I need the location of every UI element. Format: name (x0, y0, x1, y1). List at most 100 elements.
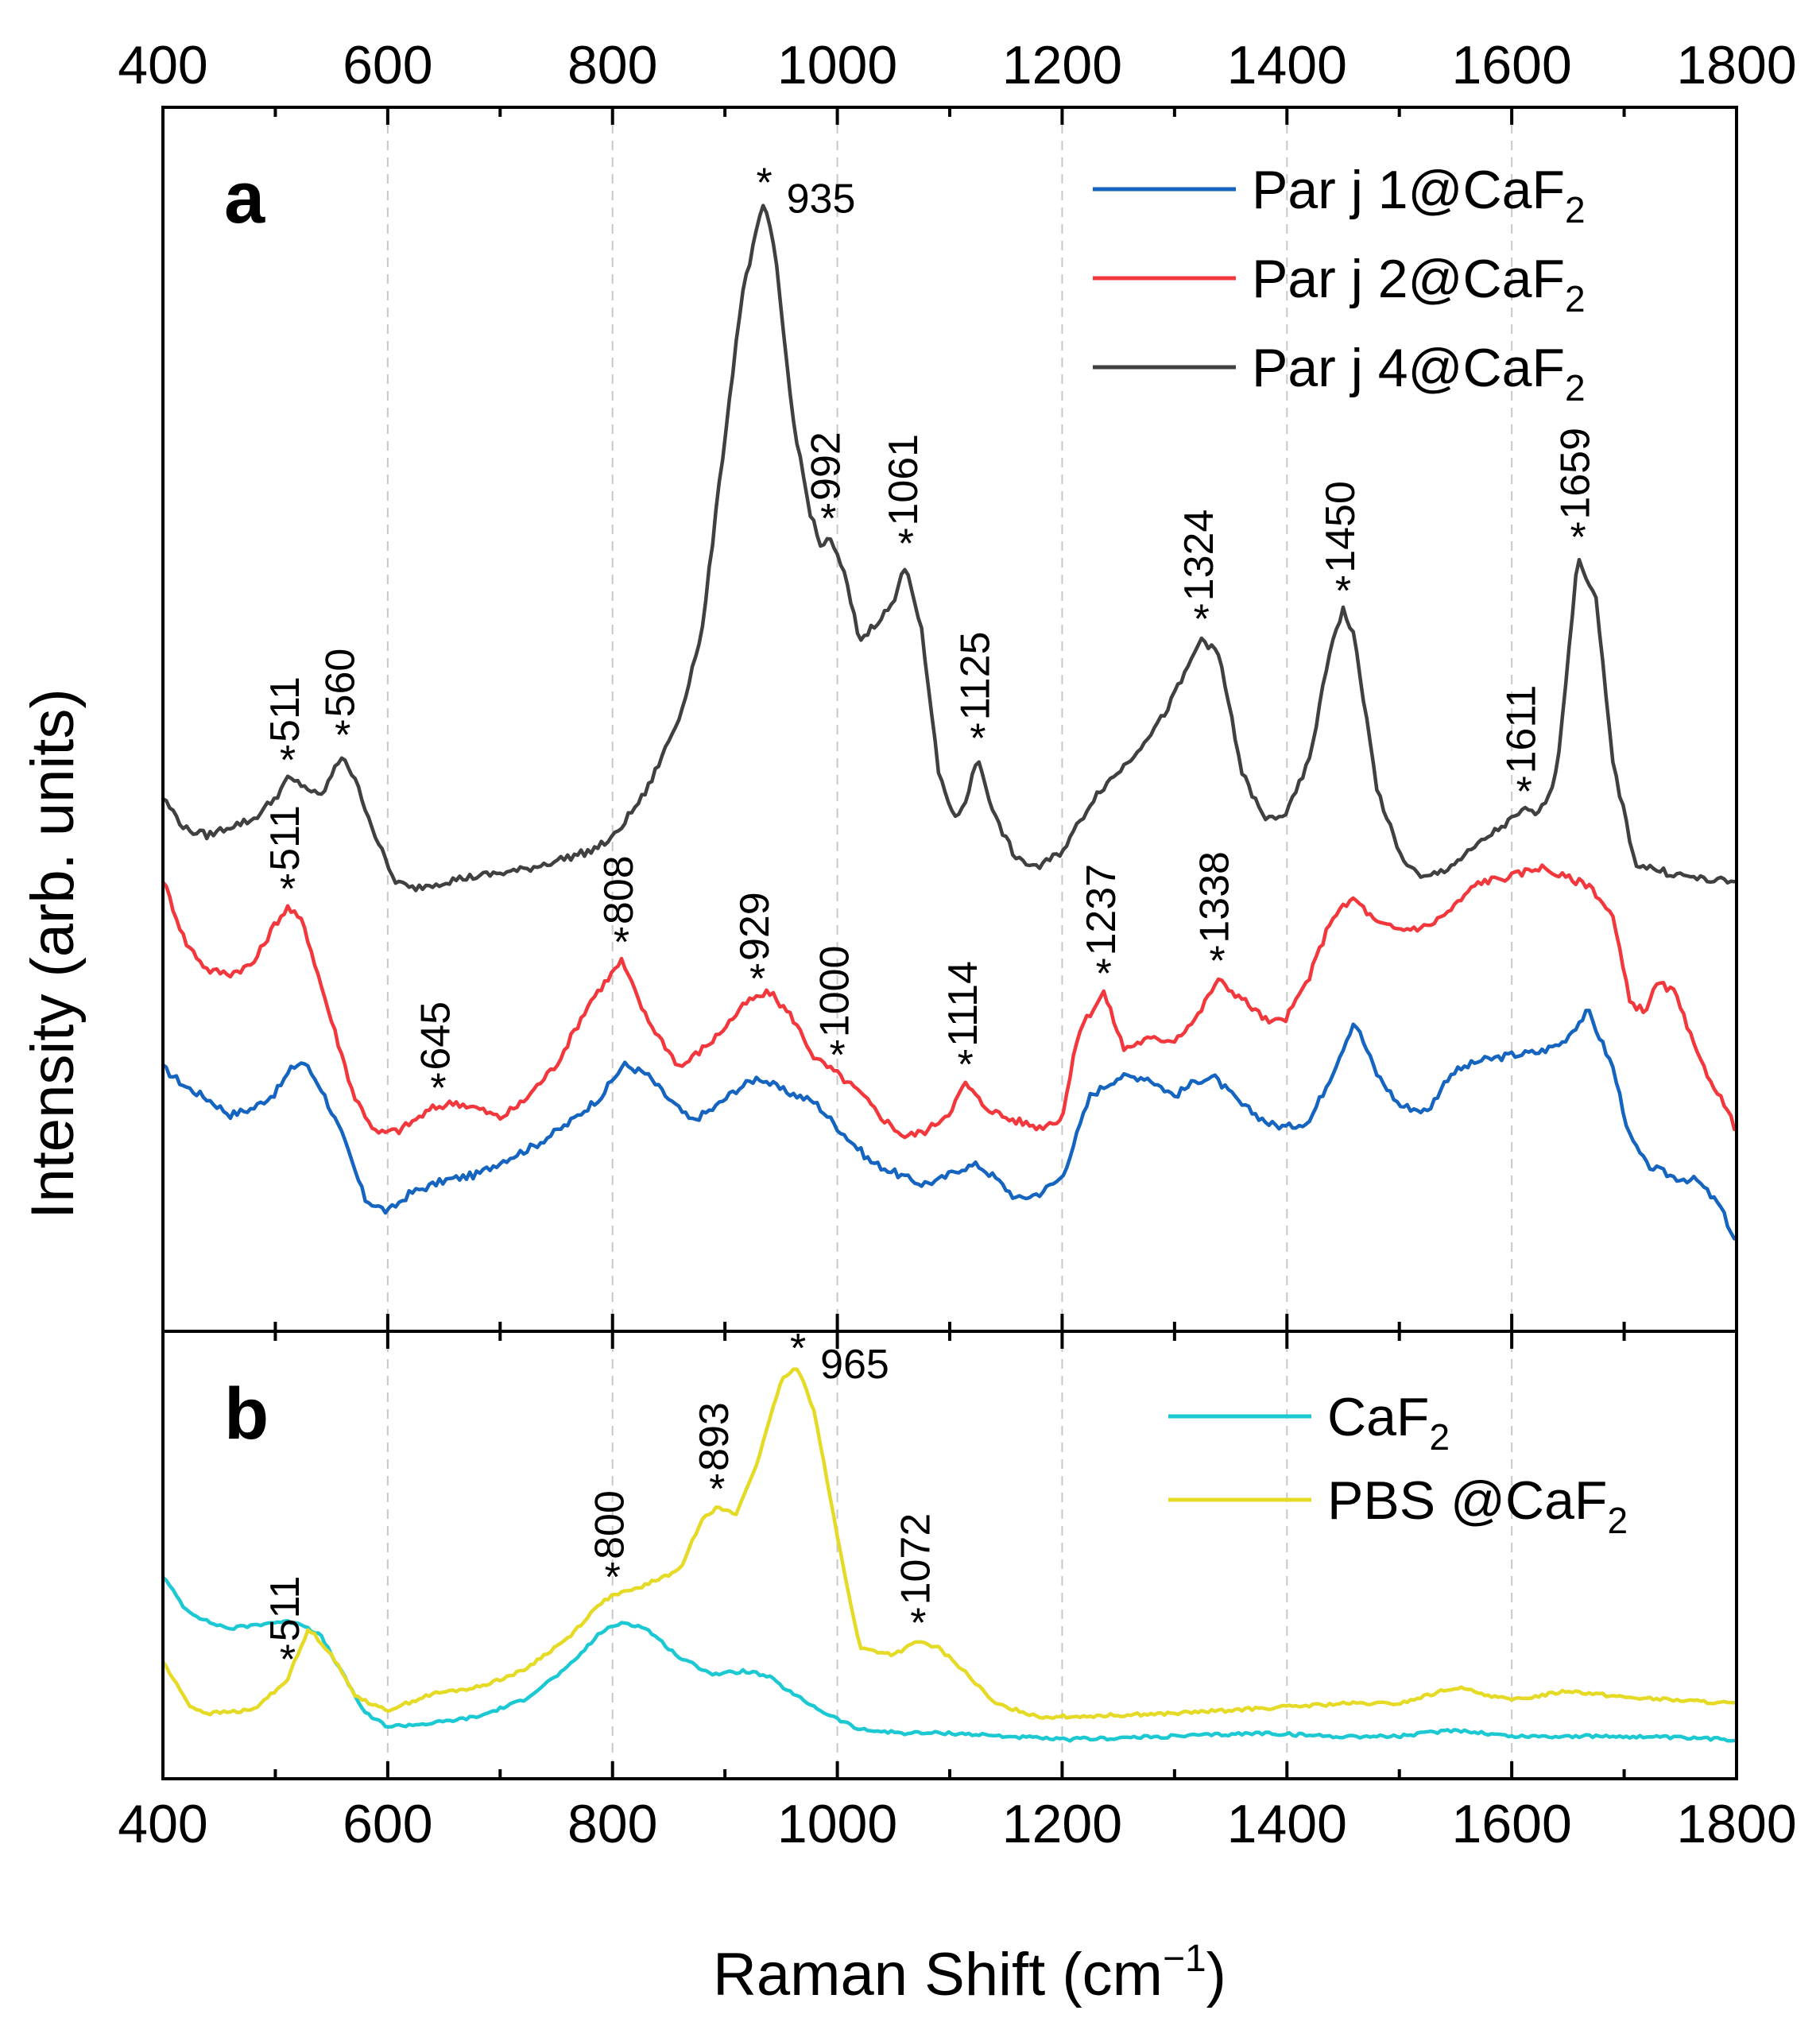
series-line-b-1 (161, 1575, 1737, 1743)
peak-label: 965 (820, 1342, 889, 1388)
peak-label: 929 (732, 892, 778, 961)
peak-marker: * (280, 738, 296, 784)
peak-label: 800 (587, 1490, 633, 1559)
legend-label-main: Par j 1@CaF (1252, 160, 1565, 220)
legend-label: CaF2 (1327, 1387, 1450, 1458)
peak-label: 645 (413, 1001, 459, 1071)
legend-label-sub: 2 (1565, 367, 1586, 409)
tick-layer: 400 400 600 600 800 800 1000 1000 1200 1200 1400 14… (118, 35, 1796, 1854)
legend-label-main: PBS @CaF (1327, 1470, 1607, 1531)
series-line-a-1 (161, 1009, 1737, 1241)
x-axis-title-sup: −1 (1163, 1938, 1206, 1980)
legend-label: Par j 2@CaF2 (1252, 249, 1586, 320)
series-line-a-3 (161, 203, 1737, 893)
peak-annotation-a-511-0: *511 (262, 676, 308, 784)
peak-label: 1338 (1192, 851, 1238, 943)
peak-annotation-a-1237-16: *1237 (1078, 864, 1125, 997)
peak-label: 893 (691, 1402, 738, 1471)
peak-marker: * (335, 712, 350, 758)
peak-annotation-a-1338-17: *1338 (1192, 851, 1238, 985)
panel-b-frame (161, 1330, 1738, 1780)
peak-marker: * (749, 956, 765, 1002)
x-tick-label-bottom-1400: 1400 (1227, 1794, 1347, 1854)
series-line-b-2 (161, 1367, 1737, 1721)
legend-label-main: Par j 2@CaF (1252, 249, 1565, 309)
peak-annotation-a-1125-5: *1125 (952, 632, 998, 762)
peak-annotation-b-800-1: *800 (587, 1490, 633, 1601)
legend-label: Par j 1@CaF2 (1252, 160, 1586, 230)
peak-marker: * (430, 1066, 446, 1112)
peak-annotation-a-511-10: *511 (262, 805, 308, 912)
legend-label-main: Par j 4@CaF (1252, 338, 1565, 398)
peak-annotation-a-1000-14: *1000 (812, 946, 858, 1079)
legend-item-b-2: PBS @CaF2 (1168, 1470, 1628, 1541)
x-tick-label-top-1200: 1200 (1002, 35, 1122, 95)
peak-marker: * (280, 866, 296, 912)
x-tick-label-top-1600: 1600 (1452, 35, 1572, 95)
peak-label: 1324 (1176, 509, 1222, 602)
peak-label: 992 (803, 432, 849, 501)
peak-label: 1237 (1078, 864, 1125, 956)
legend-item-a-2: Par j 2@CaF2 (1093, 249, 1586, 320)
peak-marker: * (970, 715, 986, 761)
panel-a-letter: a (224, 157, 265, 238)
x-tick-label-bottom-800: 800 (567, 1794, 657, 1854)
peak-annotation-a-1659-9: *1659 (1553, 428, 1599, 561)
peak-label: 1659 (1553, 428, 1599, 520)
x-axis-title-close: ) (1206, 1941, 1226, 2008)
peak-annotation-a-1611-8: *1611 (1499, 685, 1545, 815)
peak-label: 1072 (893, 1513, 939, 1605)
peak-annotation-a-1061-4: *1061 (881, 434, 927, 567)
legend-label-sub: 2 (1429, 1416, 1450, 1458)
peak-annotation-b-1072-4: *1072 (893, 1513, 939, 1647)
annotation-layer: *511 *560* 935*992*1061*1125*1324 *1450*161… (262, 160, 1599, 1683)
peak-marker: * (614, 920, 629, 966)
peak-annotation-a-808-12: *808 (596, 855, 642, 966)
peak-marker: * (790, 1326, 806, 1372)
peak-annotation-a-1324-6: *1324 (1176, 509, 1222, 643)
legend-item-a-3: Par j 4@CaF2 (1093, 338, 1586, 409)
peak-label: 1061 (881, 434, 927, 526)
series-line-a-2 (161, 863, 1737, 1140)
peak-marker: * (605, 1555, 621, 1601)
peak-label: 1114 (940, 961, 986, 1047)
x-tick-label-top-400: 400 (118, 35, 207, 95)
x-tick-label-top-1000: 1000 (777, 35, 897, 95)
peak-marker: * (280, 1636, 296, 1683)
legend-label-main: CaF (1327, 1387, 1429, 1447)
peak-annotation-a-1450-7: *1450 (1318, 481, 1364, 614)
y-axis-title: Intensity (arb. units) (19, 688, 87, 1218)
x-tick-label-bottom-400: 400 (118, 1794, 207, 1854)
x-tick-label-bottom-1000: 1000 (777, 1794, 897, 1854)
x-tick-label-bottom-1800: 1800 (1676, 1794, 1796, 1854)
legend-label-sub: 2 (1607, 1500, 1628, 1541)
legend-label-sub: 2 (1565, 189, 1586, 230)
series-layer (161, 203, 1737, 1743)
x-tick-label-bottom-600: 600 (343, 1794, 432, 1854)
x-tick-label-top-1400: 1400 (1227, 35, 1347, 95)
peak-marker: * (709, 1466, 725, 1513)
x-tick-label-top-600: 600 (343, 35, 432, 95)
peak-marker: * (1209, 939, 1225, 985)
peak-annotation-b-965-3: * 965 (790, 1326, 889, 1388)
peak-annotation-a-1114-15: *1114 (940, 961, 986, 1088)
panel-b-letter: b (224, 1373, 269, 1454)
peak-marker: * (757, 160, 773, 206)
x-tick-label-top-800: 800 (567, 35, 657, 95)
peak-annotation-a-645-11: *645 (413, 1001, 459, 1112)
peak-marker: * (1570, 515, 1586, 561)
peak-marker: * (1335, 568, 1351, 614)
legend-label: Par j 4@CaF2 (1252, 338, 1586, 409)
peak-marker: * (910, 1600, 926, 1646)
peak-label: 1125 (952, 632, 998, 721)
peak-marker: * (1516, 769, 1532, 815)
peak-annotation-b-893-2: *893 (691, 1402, 738, 1513)
peak-marker: * (829, 1032, 845, 1079)
peak-label: 1611 (1499, 685, 1545, 774)
peak-marker: * (820, 496, 836, 542)
legend-item-a-1: Par j 1@CaF2 (1093, 160, 1586, 230)
x-axis-title-main: Raman Shift (cm (713, 1941, 1163, 2008)
x-tick-label-bottom-1600: 1600 (1452, 1794, 1572, 1854)
